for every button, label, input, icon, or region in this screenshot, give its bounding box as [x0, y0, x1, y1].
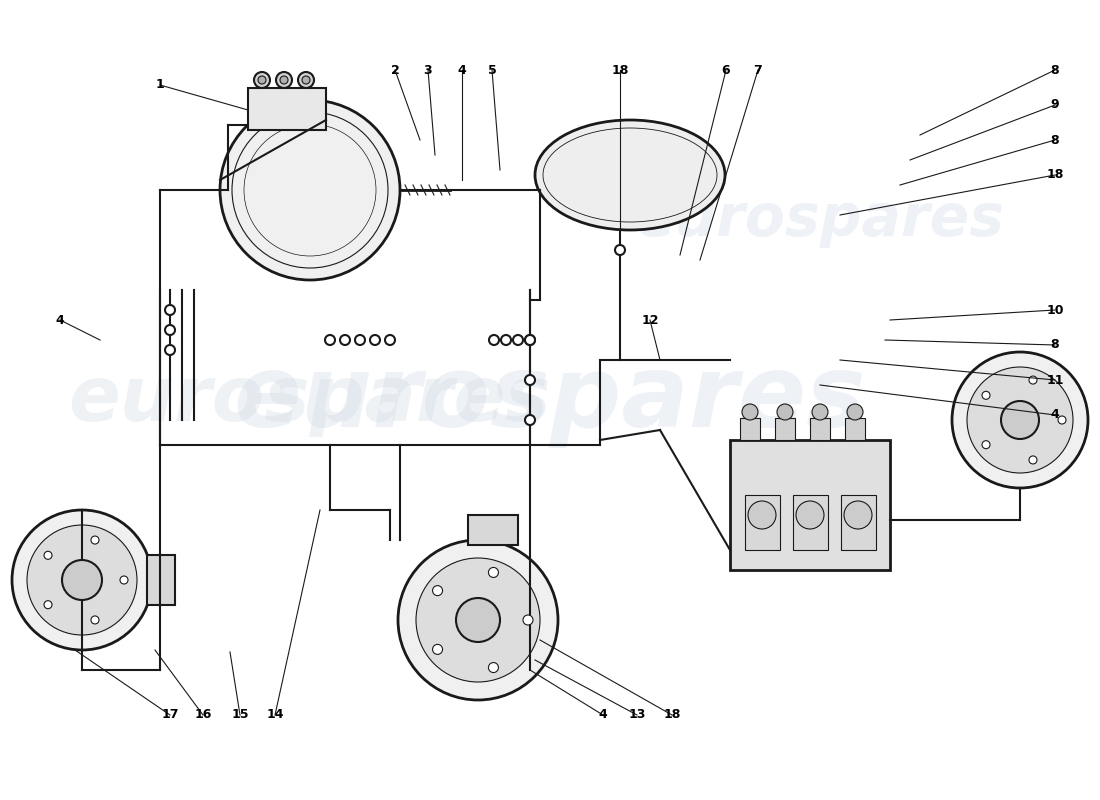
Circle shape	[847, 404, 864, 420]
Bar	[468, 515, 518, 545]
Text: 8: 8	[1050, 63, 1059, 77]
Circle shape	[525, 335, 535, 345]
Text: 11: 11	[1046, 374, 1064, 386]
Text: 4: 4	[56, 314, 65, 326]
Bar	[793, 495, 828, 550]
Bar	[248, 88, 326, 130]
Circle shape	[298, 72, 314, 88]
Bar	[776, 418, 795, 440]
Circle shape	[796, 501, 824, 529]
Circle shape	[1028, 376, 1037, 384]
Circle shape	[488, 567, 498, 578]
Circle shape	[513, 335, 522, 345]
Circle shape	[488, 662, 498, 673]
Text: 18: 18	[612, 63, 629, 77]
Text: 4: 4	[598, 709, 607, 722]
Text: 8: 8	[1050, 134, 1059, 146]
Circle shape	[777, 404, 793, 420]
Circle shape	[398, 540, 558, 700]
Text: 2: 2	[390, 63, 399, 77]
Circle shape	[276, 72, 292, 88]
Circle shape	[525, 415, 535, 425]
Circle shape	[120, 576, 128, 584]
Text: 17: 17	[162, 709, 178, 722]
Text: 9: 9	[1050, 98, 1059, 111]
Circle shape	[91, 616, 99, 624]
Text: eurospares: eurospares	[636, 191, 1004, 249]
Text: 4: 4	[458, 63, 466, 77]
Circle shape	[742, 404, 758, 420]
Circle shape	[28, 525, 138, 635]
Circle shape	[456, 598, 501, 642]
Circle shape	[416, 558, 540, 682]
Text: eurospares: eurospares	[68, 363, 551, 437]
Ellipse shape	[535, 120, 725, 230]
Circle shape	[982, 391, 990, 399]
Bar	[842, 495, 876, 550]
Circle shape	[1028, 456, 1037, 464]
Text: 16: 16	[195, 709, 211, 722]
Circle shape	[12, 510, 152, 650]
Text: 15: 15	[231, 709, 249, 722]
Circle shape	[91, 536, 99, 544]
Circle shape	[165, 305, 175, 315]
Circle shape	[432, 644, 442, 654]
Text: 6: 6	[722, 63, 730, 77]
Circle shape	[324, 335, 336, 345]
Text: 12: 12	[641, 314, 659, 326]
Text: 4: 4	[1050, 409, 1059, 422]
Circle shape	[220, 100, 400, 280]
Bar	[745, 495, 780, 550]
Text: 10: 10	[1046, 303, 1064, 317]
Text: 13: 13	[628, 709, 646, 722]
Circle shape	[500, 335, 512, 345]
Circle shape	[62, 560, 102, 600]
Bar	[147, 555, 175, 605]
Circle shape	[44, 551, 52, 559]
Text: 14: 14	[266, 709, 284, 722]
Text: 1: 1	[155, 78, 164, 91]
Circle shape	[967, 367, 1072, 473]
Circle shape	[370, 335, 379, 345]
Text: 8: 8	[1050, 338, 1059, 351]
Circle shape	[982, 441, 990, 449]
Text: 7: 7	[754, 63, 762, 77]
Circle shape	[340, 335, 350, 345]
Circle shape	[254, 72, 270, 88]
Text: 3: 3	[424, 63, 432, 77]
Text: 5: 5	[487, 63, 496, 77]
Circle shape	[1001, 401, 1040, 439]
Circle shape	[165, 325, 175, 335]
Circle shape	[302, 76, 310, 84]
Text: 18: 18	[1046, 169, 1064, 182]
Circle shape	[355, 335, 365, 345]
Bar	[845, 418, 865, 440]
Circle shape	[952, 352, 1088, 488]
Circle shape	[615, 245, 625, 255]
Circle shape	[844, 501, 872, 529]
Circle shape	[812, 404, 828, 420]
Circle shape	[490, 335, 499, 345]
Circle shape	[44, 601, 52, 609]
Bar	[810, 418, 830, 440]
Bar	[740, 418, 760, 440]
Circle shape	[748, 501, 775, 529]
Circle shape	[525, 375, 535, 385]
Bar	[730, 440, 890, 570]
Circle shape	[525, 335, 535, 345]
Circle shape	[280, 76, 288, 84]
Circle shape	[522, 615, 534, 625]
Circle shape	[165, 345, 175, 355]
Circle shape	[432, 586, 442, 596]
Text: 18: 18	[663, 709, 681, 722]
Circle shape	[1058, 416, 1066, 424]
Text: eurospares: eurospares	[233, 351, 867, 449]
Circle shape	[385, 335, 395, 345]
Circle shape	[258, 76, 266, 84]
